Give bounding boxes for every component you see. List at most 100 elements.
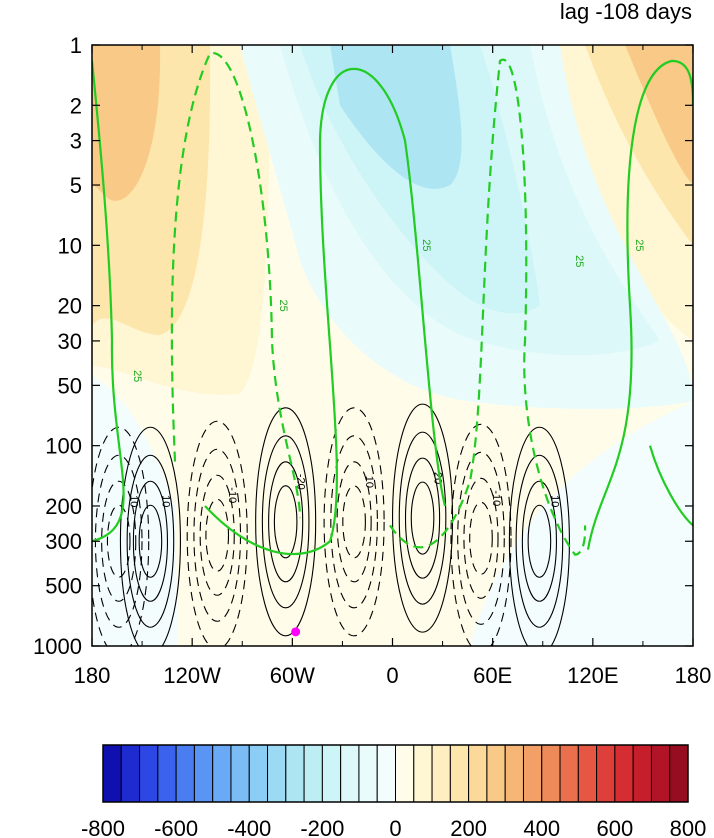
x-tick-label: 180 [675, 663, 712, 688]
colorbar-swatch [212, 744, 232, 803]
green-contour-label: 25 [277, 300, 289, 312]
colorbar-swatch [577, 744, 598, 803]
negative-contour [106, 504, 131, 578]
y-tick-label: 1000 [33, 634, 82, 659]
positive-contour [126, 454, 175, 628]
positive-contour [132, 480, 169, 602]
colorbar-label: 0 [389, 816, 401, 838]
x-tick-label: 60W [270, 663, 315, 688]
negative-contour [199, 474, 235, 596]
positive-contour [398, 431, 447, 605]
y-tick-label: 100 [45, 434, 82, 459]
reference-point-marker [291, 627, 301, 637]
colorbar-swatch [449, 744, 470, 803]
colorbar-swatch [157, 744, 177, 803]
x-axis-tick-labels: 180 120W 60W 0 60E 120E 180 [74, 663, 712, 688]
contour-label: 10 [548, 495, 560, 507]
x-tick-label: 0 [386, 663, 398, 688]
colorbar-label: 800 [670, 816, 707, 838]
negative-contour [463, 477, 499, 599]
anomaly-region [470, 401, 693, 646]
colorbar-swatch [358, 744, 378, 803]
colorbar-swatch [632, 744, 652, 803]
chart-title: lag -108 days [560, 0, 692, 24]
y-tick-label: 500 [45, 574, 82, 599]
anomaly-region [625, 45, 693, 186]
colorbar-swatch [321, 744, 342, 803]
colorbar-swatch [175, 744, 195, 803]
y-tick-label: 1 [70, 33, 82, 58]
positive-contour [391, 403, 454, 633]
y-tick-label: 20 [58, 294, 82, 319]
y-tick-label: 300 [45, 529, 82, 554]
colorbar-swatch [669, 744, 689, 803]
y-axis-tick-labels: 1 2 3 5 10 20 30 50 100 200 300 500 1000 [33, 33, 82, 659]
anomaly-region [92, 376, 178, 646]
negative-contour [330, 435, 378, 609]
colorbar-swatch [596, 744, 616, 803]
plot-area: 10 10 -10 -20 10 20 -10 10 25 25 25 25 25 [92, 45, 693, 646]
green-contour-label: 25 [420, 239, 432, 251]
colorbar-swatch [230, 744, 250, 803]
colorbar-swatch [340, 744, 360, 803]
colorbar-swatch [267, 744, 287, 803]
black-contours: 10 10 -10 -20 10 20 -10 10 [92, 403, 570, 646]
contour-label: 10 [128, 495, 140, 507]
colorbar-swatch [102, 744, 122, 803]
negative-contour [92, 426, 150, 646]
positive-contour [119, 426, 181, 646]
colorbar-swatch [650, 744, 671, 803]
positive-contour [527, 504, 552, 578]
y-tick-label: 30 [58, 329, 82, 354]
positive-contour [521, 480, 558, 602]
colorbar-label: 400 [523, 816, 560, 838]
green-contour-dashed [170, 52, 302, 519]
x-tick-label: 120W [163, 663, 221, 688]
contour-label: 20 [432, 472, 444, 484]
colorbar-swatch [468, 744, 488, 803]
colorbar-label: 200 [450, 816, 487, 838]
marker-layer [291, 627, 301, 637]
colorbar-swatch [559, 744, 579, 803]
negative-contour [186, 420, 248, 646]
anomaly-shading [92, 45, 693, 646]
contour-label: -10 [226, 487, 238, 503]
y-tick-label: 2 [70, 93, 82, 118]
colorbar-label: 600 [597, 816, 634, 838]
colorbar-swatch [395, 744, 415, 803]
green-contour-solid [648, 445, 693, 527]
positive-contour [138, 504, 163, 578]
green-contour-label: 25 [633, 239, 645, 251]
positive-contour [255, 407, 317, 637]
colorbar-frame [102, 744, 689, 803]
negative-contour [101, 480, 137, 602]
colorbar-label: -600 [154, 816, 198, 838]
contour-label: 10 [363, 476, 375, 488]
negative-contour [469, 501, 493, 575]
x-tick-label: 180 [74, 663, 111, 688]
colorbar-swatch [413, 744, 433, 803]
green-contour-solid [204, 67, 447, 556]
green-contour-label: 25 [573, 255, 585, 267]
colorbar-label: -200 [300, 816, 344, 838]
colorbar-label: -800 [81, 816, 125, 838]
colorbar-swatch [614, 744, 634, 803]
colorbar-swatch [541, 744, 561, 803]
colorbar-swatch [139, 744, 159, 803]
x-tick-label: 120E [567, 663, 618, 688]
colorbar-swatch [376, 744, 396, 803]
negative-contour [336, 461, 372, 583]
green-contour-solid [92, 60, 125, 543]
y-tick-label: 3 [70, 129, 82, 154]
positive-contour [261, 435, 310, 609]
colorbar-swatch [486, 744, 506, 803]
y-tick-label: 50 [58, 373, 82, 398]
anomaly-region [330, 45, 462, 189]
anomaly-region [92, 45, 161, 201]
negative-contour [457, 451, 505, 625]
positive-contour [410, 481, 435, 555]
contour-label: -20 [295, 474, 307, 490]
contour-label: 10 [159, 495, 171, 507]
green-contour-solid [586, 59, 693, 550]
